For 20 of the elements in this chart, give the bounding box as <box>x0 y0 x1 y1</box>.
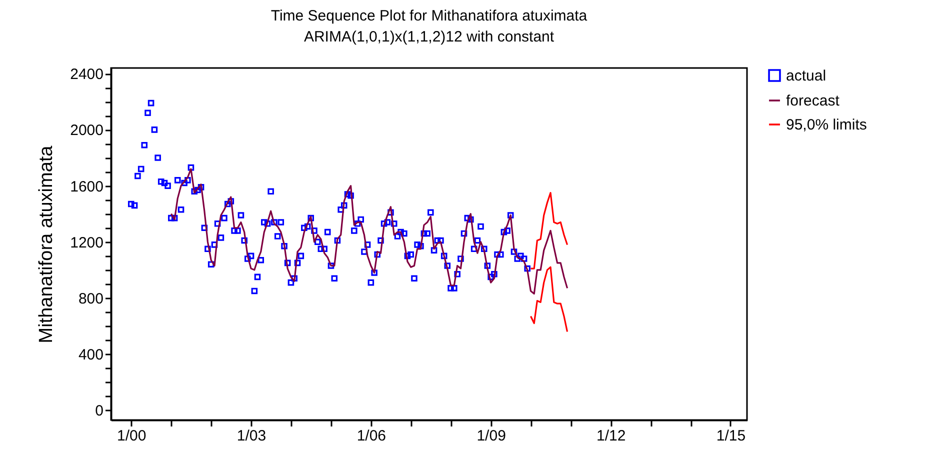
y-axis-title: Mithanatifora atuximata <box>36 145 58 344</box>
y-tick-label: 1600 <box>70 178 104 196</box>
x-tick-label: 1/03 <box>236 428 266 444</box>
x-tick-label: 1/06 <box>356 428 386 444</box>
line-series <box>530 266 568 332</box>
legend-label: actual <box>786 68 826 84</box>
y-tick-label: 0 <box>95 402 104 420</box>
y-tick-label: 2000 <box>70 122 104 140</box>
y-tick-label: 800 <box>78 290 104 308</box>
x-tick-label: 1/00 <box>117 428 146 444</box>
y-tick-label: 1200 <box>70 234 104 252</box>
x-tick-label: 1/09 <box>476 428 506 444</box>
legend-label: 95,0% limits <box>786 116 867 134</box>
chart-subtitle: ARIMA(1,0,1)x(1,1,2)12 with constant <box>304 28 555 46</box>
x-tick-label: 1/12 <box>596 428 626 444</box>
x-tick-label: 1/15 <box>716 428 746 444</box>
y-tick-label: 2400 <box>70 66 104 84</box>
y-tick-label: 400 <box>78 346 104 364</box>
chart-title: Time Sequence Plot for Mithanatifora atuximata <box>270 8 588 25</box>
legend-label: forecast <box>786 92 840 110</box>
